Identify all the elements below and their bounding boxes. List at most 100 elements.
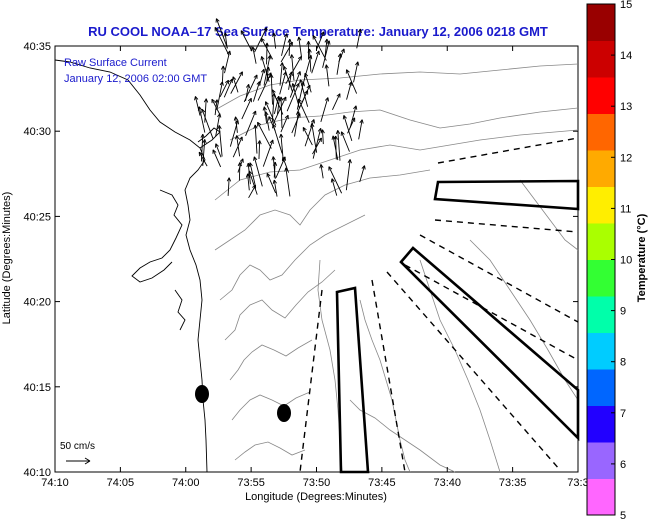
current-arrow-head [260,37,265,41]
current-arrow [202,139,206,166]
current-arrow-head [254,124,258,129]
y-tick-label: 40:30 [23,126,51,138]
current-arrow-head [364,165,366,170]
current-arrow-head [280,133,284,138]
current-arrow-head [310,119,315,123]
current-arrow-head [263,27,267,31]
current-arrow [248,170,258,195]
current-arrow-head [297,55,302,59]
current-arrow [198,106,206,133]
current-arrow [286,83,300,112]
current-arrow-head [202,134,205,139]
legend-current-label: Raw Surface Current [64,57,167,69]
x-tick-label: 74:00 [172,477,200,489]
current-arrow-head [292,83,296,87]
current-arrow [322,129,324,145]
current-arrow-head [308,41,311,46]
current-arrow-head [272,89,276,93]
bathymetry-contours [214,63,579,473]
current-arrow-head [271,32,275,37]
current-arrow-head [331,135,334,140]
x-tick-label: 73:55 [237,477,265,489]
current-arrow [260,37,274,60]
current-arrow [245,84,250,101]
current-arrow [247,173,250,191]
current-arrow [289,71,301,98]
current-arrow [331,178,338,196]
current-arrow-head [360,28,362,33]
current-arrow [336,53,341,75]
current-arrow [272,156,276,179]
current-arrow-head [335,135,338,140]
current-arrow-head [221,81,224,86]
current-arrow [249,162,257,188]
current-arrow [272,96,287,125]
current-arrow [311,50,320,74]
current-arrow-head [240,30,245,34]
current-arrow-head [291,83,294,88]
current-arrow-head [308,54,312,59]
current-arrow-head [236,135,240,140]
current-arrow-head [198,106,203,111]
current-arrow [258,140,261,160]
scale-label: 50 cm/s [60,441,95,452]
current-arrow-head [328,166,333,170]
current-arrow-head [222,65,226,70]
current-arrow [337,130,341,161]
mooring-dot-east [277,404,291,422]
current-arrow-head [257,121,262,125]
current-arrow-head [324,38,328,43]
current-arrow-head [279,97,282,102]
current-arrow [224,50,231,74]
colorbar-tick-label: 12 [620,152,632,164]
current-arrow-head [238,136,243,140]
current-arrow-head [246,162,249,168]
river-mouth [174,289,186,331]
current-arrow [201,109,214,139]
colorbar-label: Temperature (°C) [636,213,648,302]
colorbar-tick-label: 15 [620,0,632,11]
current-arrow [320,97,329,122]
current-arrow [254,124,258,154]
current-arrow [214,27,230,56]
current-arrow-head [203,98,207,103]
current-arrow-head [295,83,300,87]
current-arrow [227,177,230,196]
current-arrow-head [247,162,251,167]
current-arrow-head [215,143,220,147]
current-arrow [263,106,268,124]
current-arrow [268,116,276,132]
current-arrow [346,81,352,100]
current-arrow-head [253,156,255,161]
current-arrow [266,66,269,82]
current-arrow-head [260,68,265,73]
current-arrow [241,98,252,120]
colorbar-tick-label: 8 [620,357,626,369]
zone-south-central [335,286,370,474]
colorbar-band [587,296,615,333]
current-arrow [261,56,270,82]
current-arrow [265,111,270,131]
current-arrow-head [304,72,309,77]
current-arrow-head [324,97,329,101]
current-arrow-head [248,84,251,89]
current-arrow [283,66,294,93]
current-arrow-head [361,165,365,169]
current-arrow-head [212,149,217,153]
current-arrow [312,137,322,155]
current-arrow-head [266,42,270,47]
y-tick-label: 40:15 [23,382,51,394]
current-arrow-head [355,61,359,66]
colorbar-tick-label: 6 [620,459,626,471]
current-arrow-head [304,73,306,78]
current-arrow [215,113,221,137]
current-arrow [254,27,268,53]
current-arrow-head [313,119,315,124]
current-arrow-head [233,116,236,121]
current-arrow-head [257,140,261,145]
current-arrow-head [253,124,256,129]
current-arrow [257,72,272,101]
current-arrow [223,78,233,98]
colorbar-band [587,223,615,260]
current-arrow-head [217,113,221,118]
